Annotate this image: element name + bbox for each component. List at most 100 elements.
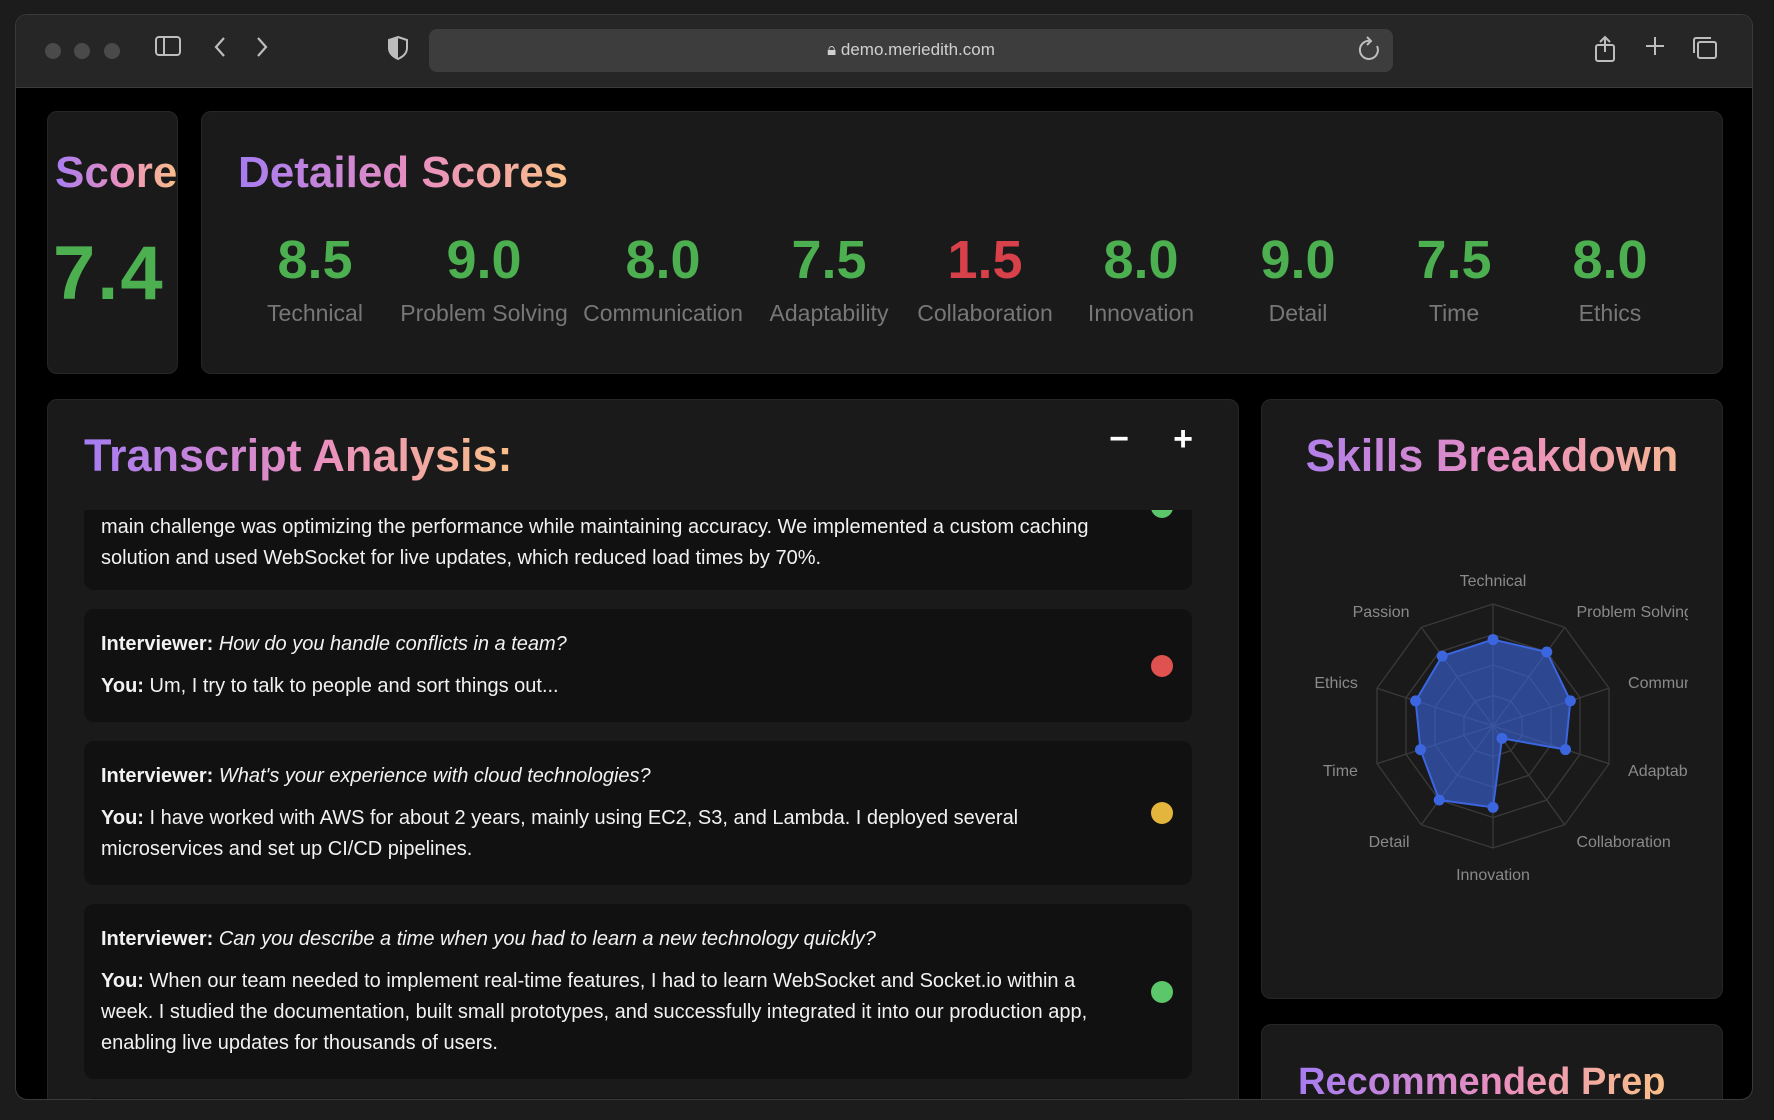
sidebar-toggle-icon[interactable] bbox=[153, 35, 183, 65]
status-dot-yellow bbox=[1151, 802, 1173, 824]
skills-title: Skills Breakdown bbox=[1262, 430, 1722, 482]
question-text: Can you describe a time when you had to … bbox=[218, 928, 876, 950]
overall-score-value: 7.4 bbox=[53, 231, 165, 316]
score-item-innovation: 8.0 Innovation bbox=[1088, 230, 1194, 327]
radar-axis-label: Problem Solving bbox=[1576, 604, 1688, 621]
question-text: What's your experience with cloud techno… bbox=[218, 765, 651, 787]
radar-data-point bbox=[1496, 732, 1508, 744]
you-label: You: bbox=[101, 970, 144, 992]
interviewer-label: Interviewer: bbox=[101, 633, 214, 655]
minimize-window-button[interactable] bbox=[74, 43, 90, 59]
score-item-time: 7.5 Time bbox=[1416, 230, 1491, 327]
answer-text: When our team needed to implement real-t… bbox=[101, 970, 1088, 1054]
question-text: How do you handle conflicts in a team? bbox=[218, 633, 567, 655]
address-bar[interactable]: 🔒︎ demo.meriedith.com bbox=[429, 29, 1393, 72]
skills-radar-chart: Technical Problem Solving Communication Ada… bbox=[1314, 573, 1688, 884]
radar-data-point bbox=[1487, 801, 1499, 813]
browser-toolbar: 🔒︎ demo.meriedith.com bbox=[16, 15, 1752, 88]
score-value: 1.5 bbox=[947, 230, 1023, 290]
radar-data-point bbox=[1541, 646, 1553, 658]
reload-icon[interactable] bbox=[1357, 36, 1383, 69]
back-icon[interactable] bbox=[205, 35, 235, 67]
score-item-collaboration: 1.5 Collaboration bbox=[917, 230, 1053, 327]
detailed-scores-card: Detailed Scores 8.5 Technical 9.0 Problem S… bbox=[201, 111, 1723, 374]
score-item-ethics: 8.0 Ethics bbox=[1572, 230, 1647, 327]
skills-breakdown-card: Skills Breakdown Technical Problem Solvin… bbox=[1261, 399, 1723, 999]
transcript-item: Interviewer: How do you handle conflicts… bbox=[84, 609, 1192, 722]
score-label: Communication bbox=[583, 300, 743, 326]
interviewer-label: Interviewer: bbox=[101, 928, 214, 950]
interviewer-label: Interviewer: bbox=[101, 765, 214, 787]
score-value: 9.0 bbox=[1260, 230, 1336, 290]
score-label: Time bbox=[1428, 300, 1480, 326]
score-value: 7.5 bbox=[1416, 230, 1492, 290]
overall-score-card: Score 7.4 bbox=[47, 111, 178, 374]
radar-data-point bbox=[1414, 744, 1426, 756]
url-text: demo.meriedith.com bbox=[840, 40, 995, 59]
score-label: Ethics bbox=[1578, 300, 1642, 326]
detailed-scores-title: Detailed Scores bbox=[238, 148, 569, 197]
browser-window: 🔒︎ demo.meriedith.com Score 7.4 Detailed… bbox=[15, 14, 1753, 1100]
radar-axis-label: Time bbox=[1323, 763, 1358, 780]
radar-axis-label: Innovation bbox=[1456, 867, 1530, 884]
you-label: You: bbox=[101, 807, 144, 829]
radar-data-point bbox=[1433, 794, 1445, 806]
status-dot-green bbox=[1151, 980, 1173, 1003]
answer-text: I have worked with AWS for about 2 years… bbox=[101, 807, 1019, 860]
score-value: 9.0 bbox=[446, 230, 522, 290]
recommended-prep-card: Recommended Prep bbox=[1261, 1024, 1723, 1099]
score-item-adaptability: 7.5 Adaptability bbox=[770, 230, 889, 327]
lock-icon: 🔒︎ bbox=[827, 40, 837, 59]
transcript-item: Interviewer: What's your experience with… bbox=[84, 741, 1192, 885]
radar-data-point bbox=[1436, 650, 1448, 662]
privacy-shield-icon[interactable] bbox=[383, 35, 413, 69]
transcript-analysis-panel: Transcript Analysis: − + main challenge … bbox=[47, 399, 1239, 1099]
score-value: 8.5 bbox=[277, 230, 353, 290]
score-item-detail: 9.0 Detail bbox=[1260, 230, 1335, 327]
radar-axis-label: Detail bbox=[1369, 834, 1410, 851]
score-item-problem-solving: 9.0 Problem Solving bbox=[400, 230, 567, 327]
radar-axis-label: Passion bbox=[1353, 604, 1410, 621]
score-label: Innovation bbox=[1087, 300, 1195, 326]
score-label: Adaptability bbox=[769, 300, 889, 326]
radar-data-point bbox=[1410, 695, 1422, 707]
score-item-technical: 8.5 Technical bbox=[267, 230, 363, 327]
score-value: 8.0 bbox=[625, 230, 701, 290]
share-icon[interactable] bbox=[1590, 35, 1620, 71]
transcript-title: Transcript Analysis: bbox=[84, 430, 513, 481]
radar-axis-label: Technical bbox=[1460, 573, 1527, 590]
score-label: Detail bbox=[1268, 300, 1328, 326]
status-dot-red bbox=[1151, 654, 1173, 677]
recommended-prep-title: Recommended Prep bbox=[1298, 1061, 1665, 1099]
transcript-item: main challenge was optimizing the perfor… bbox=[84, 510, 1192, 590]
radar-axis-label: Adaptability bbox=[1628, 763, 1688, 780]
status-dot-green bbox=[1151, 510, 1173, 518]
radar-axis-label: Collaboration bbox=[1576, 834, 1670, 851]
score-value: 8.0 bbox=[1572, 230, 1648, 290]
radar-data-area bbox=[1414, 638, 1572, 809]
radar-data-point bbox=[1560, 744, 1572, 756]
radar-chart-container: Technical Problem Solving Communication Ada… bbox=[1302, 550, 1688, 910]
zoom-in-button[interactable]: + bbox=[1173, 420, 1193, 458]
score-item-communication: 8.0 Communication bbox=[583, 230, 743, 327]
you-label: You: bbox=[101, 675, 144, 697]
answer-text: Um, I try to talk to people and sort thi… bbox=[149, 675, 559, 697]
transcript-item bbox=[84, 1098, 1192, 1099]
close-window-button[interactable] bbox=[45, 43, 61, 59]
new-tab-icon[interactable] bbox=[1640, 35, 1670, 65]
score-label: Technical bbox=[267, 300, 363, 326]
tab-overview-icon[interactable] bbox=[1690, 35, 1720, 69]
radar-data-point bbox=[1564, 695, 1576, 707]
score-title: Score bbox=[55, 148, 178, 197]
score-label: Collaboration bbox=[917, 300, 1053, 326]
score-value: 8.0 bbox=[1103, 230, 1179, 290]
transcript-list[interactable]: main challenge was optimizing the perfor… bbox=[84, 510, 1192, 1099]
transcript-item: Interviewer: Can you describe a time whe… bbox=[84, 904, 1192, 1079]
forward-icon[interactable] bbox=[247, 35, 277, 67]
zoom-out-button[interactable]: − bbox=[1109, 420, 1129, 458]
radar-axis-label: Ethics bbox=[1314, 675, 1358, 692]
score-label: Problem Solving bbox=[400, 300, 568, 326]
maximize-window-button[interactable] bbox=[104, 43, 120, 59]
radar-axis-label: Communication bbox=[1628, 675, 1688, 692]
score-value: 7.5 bbox=[791, 230, 867, 290]
